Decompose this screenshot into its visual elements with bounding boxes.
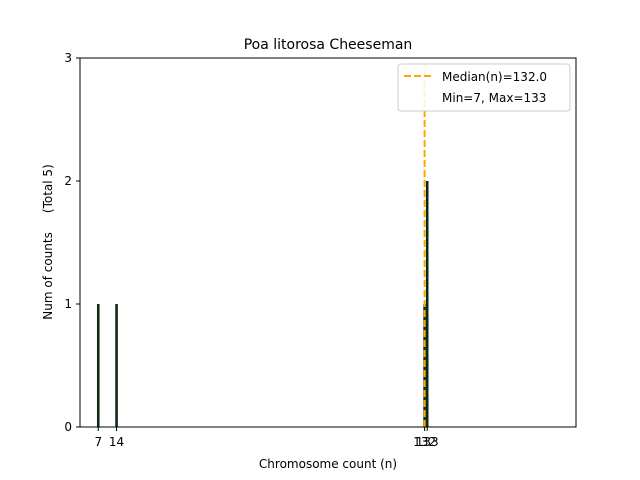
y-axis-ticks: 0 1 2 3	[64, 51, 80, 434]
y-tick-label: 1	[64, 297, 72, 311]
bar-14	[115, 304, 118, 427]
bar-7	[96, 304, 100, 427]
x-tick-label: 7	[94, 435, 102, 449]
y-axis-label: Num of counts (Total 5)	[41, 164, 55, 319]
legend-box	[397, 63, 571, 112]
bar-133	[425, 181, 429, 427]
y-tick-label: 2	[64, 174, 72, 188]
y-tick-label: 0	[64, 420, 72, 434]
x-axis-label: Chromosome count (n)	[259, 457, 397, 471]
y-tick-label: 3	[64, 51, 72, 65]
legend-entry-median: Median(n)=132.0	[442, 70, 547, 84]
legend: Median(n)=132.0 Min=7, Max=133	[397, 63, 571, 112]
chart-title: Poa litorosa Cheeseman	[244, 37, 413, 53]
plot-frame	[79, 57, 577, 428]
x-tick-label: 132	[413, 435, 436, 449]
x-tick-label: 133	[416, 435, 439, 449]
legend-entry-range: Min=7, Max=133	[442, 91, 546, 105]
x-tick-label: 14	[109, 435, 124, 449]
bars-layer	[96, 181, 429, 427]
